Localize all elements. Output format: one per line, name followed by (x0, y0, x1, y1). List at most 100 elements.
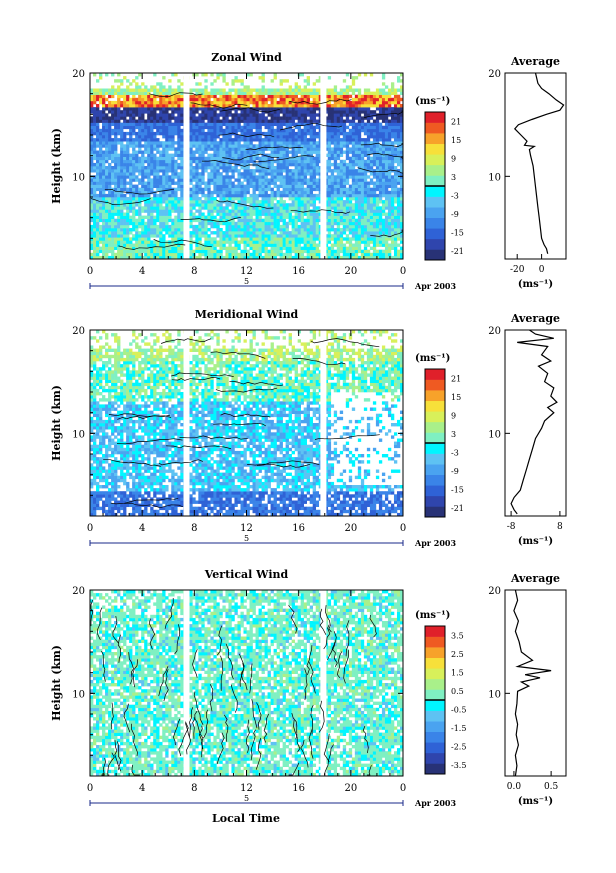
heatmap-cell (372, 255, 377, 260)
heatmap-cell (105, 141, 109, 145)
heatmap-cell (204, 187, 208, 192)
heatmap-cell (279, 218, 283, 223)
heatmap-cell (354, 172, 359, 176)
heatmap-cell (111, 113, 115, 117)
heatmap-cell (132, 131, 136, 136)
heatmap-cell (351, 169, 356, 173)
heatmap-cell (126, 113, 130, 117)
heatmap-cell (216, 107, 220, 111)
heatmap-cell (225, 159, 229, 164)
heatmap-cell (345, 104, 350, 108)
heatmap-cell (120, 116, 124, 120)
heatmap-cell (219, 231, 223, 235)
heatmap-cell (336, 135, 341, 139)
heatmap-cell (219, 122, 223, 126)
heatmap-cell (252, 255, 256, 260)
heatmap-cell (372, 184, 377, 188)
heatmap-cell (294, 125, 298, 130)
heatmap-cell (201, 190, 205, 195)
heatmap-cell (228, 215, 232, 219)
heatmap-cell (180, 113, 184, 117)
heatmap-cell (102, 162, 106, 167)
heatmap-cell (363, 187, 368, 192)
heatmap-cell (120, 249, 124, 254)
heatmap-cell (348, 187, 353, 192)
heatmap-cell (378, 166, 383, 170)
heatmap-cell (117, 215, 121, 219)
heatmap-cell (264, 100, 268, 105)
heatmap-cell (180, 169, 184, 173)
heatmap-cell (123, 212, 127, 216)
heatmap-cell (123, 218, 127, 223)
heatmap-cell (216, 249, 220, 254)
heatmap-cell (327, 197, 332, 201)
heatmap-cell (123, 249, 127, 254)
heatmap-cell (390, 255, 395, 260)
heatmap-cell (351, 249, 356, 254)
heatmap-cell (108, 231, 112, 235)
heatmap-cell (396, 107, 401, 111)
heatmap-cell (228, 240, 232, 244)
heatmap-cell (156, 159, 160, 164)
heatmap-cell (105, 249, 109, 254)
heatmap-cell (372, 206, 377, 210)
heatmap-cell (168, 113, 172, 117)
heatmap-cell (195, 159, 199, 164)
heatmap-cell (390, 150, 395, 154)
heatmap-cell (177, 119, 181, 123)
heatmap-cell (264, 249, 268, 254)
heatmap-cell (276, 203, 280, 207)
heatmap-cell (120, 197, 124, 201)
heatmap-cell (396, 159, 401, 164)
heatmap-cell (180, 135, 184, 139)
heatmap-cell (336, 243, 341, 247)
heatmap-cell (357, 203, 362, 207)
heatmap-cell (177, 231, 181, 235)
heatmap-cell (174, 224, 178, 229)
heatmap-cell (309, 228, 314, 232)
heatmap-cell (270, 218, 274, 223)
heatmap-cell (399, 187, 404, 192)
heatmap-cell (369, 122, 374, 126)
heatmap-cell (270, 203, 274, 207)
heatmap-cell (255, 122, 259, 126)
heatmap-cell (366, 193, 371, 198)
heatmap-cell (354, 218, 359, 223)
heatmap-cell (381, 175, 386, 179)
heatmap-cell (387, 141, 392, 145)
heatmap-cell (264, 190, 268, 195)
heatmap-cell (345, 172, 350, 176)
heatmap-cell (156, 100, 160, 105)
heatmap-cell (144, 172, 148, 176)
heatmap-cell (312, 218, 317, 223)
heatmap-cell (150, 209, 154, 213)
heatmap-cell (168, 116, 172, 120)
heatmap-cell (204, 206, 208, 210)
heatmap-cell (357, 206, 362, 210)
heatmap-cell (99, 119, 103, 123)
heatmap-cell (300, 128, 304, 133)
heatmap-cell (105, 97, 109, 102)
heatmap-cell (195, 234, 199, 238)
heatmap-cell (258, 100, 262, 105)
heatmap-cell (282, 240, 286, 244)
heatmap-cell (132, 243, 136, 247)
heatmap-cell (174, 166, 178, 170)
heatmap-cell (285, 243, 289, 247)
heatmap-cell (123, 150, 127, 154)
heatmap-cell (123, 144, 127, 148)
heatmap-cell (348, 138, 353, 142)
heatmap-cell (126, 252, 130, 257)
heatmap-cell (123, 122, 127, 126)
heatmap-cell (222, 187, 226, 192)
heatmap-cell (312, 110, 317, 114)
heatmap-cell (165, 255, 169, 260)
heatmap-cell (348, 218, 353, 223)
heatmap-cell (195, 237, 199, 241)
heatmap-cell (369, 97, 374, 102)
heatmap-cell (297, 128, 301, 133)
heatmap-cell (138, 100, 142, 105)
heatmap-cell (246, 156, 250, 161)
heatmap-cell (216, 234, 220, 238)
heatmap-cell (192, 116, 196, 120)
